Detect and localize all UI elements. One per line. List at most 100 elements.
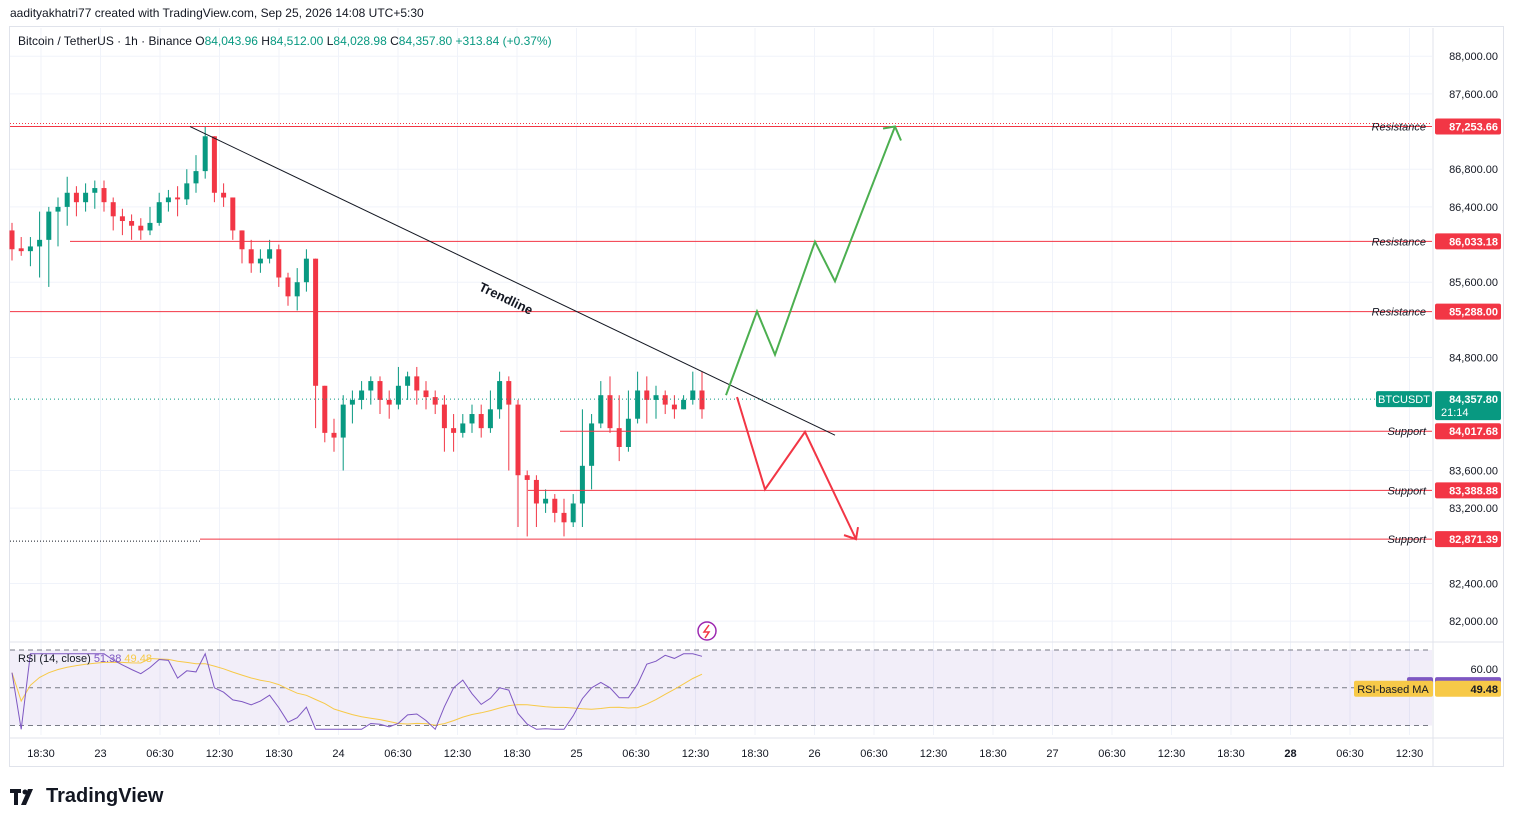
x-tick-label: 18:30 xyxy=(1217,748,1245,760)
candle-body[interactable] xyxy=(552,498,558,513)
candle-body[interactable] xyxy=(699,390,705,410)
candle-body[interactable] xyxy=(524,475,530,480)
candle-body[interactable] xyxy=(625,418,631,447)
candle-body[interactable] xyxy=(285,277,291,297)
candle-body[interactable] xyxy=(386,399,392,405)
bearish-scenario-path[interactable] xyxy=(736,396,857,540)
candle-body[interactable] xyxy=(156,202,162,223)
candle-body[interactable] xyxy=(598,395,604,424)
candle-body[interactable] xyxy=(543,498,549,504)
candle-body[interactable] xyxy=(221,192,227,198)
candle-body[interactable] xyxy=(377,381,383,400)
candle-body[interactable] xyxy=(211,136,217,193)
candle-body[interactable] xyxy=(478,414,484,429)
candle-body[interactable] xyxy=(487,409,493,429)
candle-body[interactable] xyxy=(294,282,300,297)
candle-body[interactable] xyxy=(276,249,282,278)
candle-body[interactable] xyxy=(497,381,503,410)
candle-body[interactable] xyxy=(64,192,70,207)
candle-body[interactable] xyxy=(681,399,687,410)
x-tick-label: 12:30 xyxy=(206,748,234,760)
candle-body[interactable] xyxy=(395,385,401,405)
y-tick-label: 83,600.00 xyxy=(1449,466,1498,478)
candle-body[interactable] xyxy=(73,192,79,203)
candle-body[interactable] xyxy=(18,248,24,252)
candle-body[interactable] xyxy=(129,221,135,226)
x-tick-label: 06:30 xyxy=(146,748,174,760)
level-price-tag xyxy=(1435,233,1501,250)
candle-body[interactable] xyxy=(451,428,457,433)
candle-body[interactable] xyxy=(303,258,309,283)
candle-body[interactable] xyxy=(533,479,539,504)
rsi-ma-line[interactable] xyxy=(11,657,703,726)
level-label: Resistance xyxy=(1372,122,1426,134)
candle-body[interactable] xyxy=(469,414,475,424)
candle-body[interactable] xyxy=(414,376,420,391)
candle-body[interactable] xyxy=(671,404,677,410)
candle-body[interactable] xyxy=(570,503,576,523)
candle-body[interactable] xyxy=(193,171,199,184)
candle-body[interactable] xyxy=(248,249,254,264)
candle-body[interactable] xyxy=(313,258,319,386)
level-label: Resistance xyxy=(1372,236,1426,248)
candle-body[interactable] xyxy=(690,390,696,400)
candle-body[interactable] xyxy=(184,183,190,200)
candle-body[interactable] xyxy=(239,230,245,250)
bullish-scenario-path[interactable] xyxy=(725,126,896,396)
candle-body[interactable] xyxy=(644,390,650,400)
candle-body[interactable] xyxy=(441,404,447,429)
tradingview-logo[interactable]: TradingView xyxy=(10,785,163,808)
candle-body[interactable] xyxy=(340,404,346,438)
candle-body[interactable] xyxy=(138,225,144,231)
candle-body[interactable] xyxy=(368,381,374,391)
candle-body[interactable] xyxy=(322,385,328,433)
candle-body[interactable] xyxy=(635,390,641,419)
candle-body[interactable] xyxy=(653,395,659,400)
candle-body[interactable] xyxy=(175,197,181,200)
candle-body[interactable] xyxy=(460,423,466,433)
candle-body[interactable] xyxy=(515,404,521,476)
candle-body[interactable] xyxy=(147,222,153,231)
rsi-ma-tag xyxy=(1354,680,1433,697)
candle-body[interactable] xyxy=(423,390,429,398)
symbol-title[interactable]: Bitcoin / TetherUS · 1h · Binance xyxy=(18,34,192,48)
candle-body[interactable] xyxy=(110,202,116,217)
event-flash-icon[interactable] xyxy=(697,621,717,641)
rsi-line[interactable] xyxy=(11,652,703,731)
candle-body[interactable] xyxy=(405,376,411,386)
candle-body[interactable] xyxy=(331,432,337,438)
rsi-title[interactable]: RSI (14, close) xyxy=(18,653,91,665)
candle-body[interactable] xyxy=(202,136,208,172)
candle-body[interactable] xyxy=(119,216,125,222)
candle-body[interactable] xyxy=(257,258,263,264)
candle-body[interactable] xyxy=(37,239,43,247)
y-tick-label: 88,000.00 xyxy=(1449,51,1498,63)
open-value: 84,043.96 xyxy=(204,34,258,48)
candle-body[interactable] xyxy=(46,211,52,240)
candle-body[interactable] xyxy=(607,395,613,429)
candle-body[interactable] xyxy=(101,188,107,203)
candle-body[interactable] xyxy=(83,192,89,203)
candle-body[interactable] xyxy=(349,399,355,405)
candle-body[interactable] xyxy=(561,512,567,523)
trendline[interactable] xyxy=(189,126,836,436)
candle-body[interactable] xyxy=(662,395,668,405)
level-label: Resistance xyxy=(1372,307,1426,319)
candle-body[interactable] xyxy=(616,428,622,447)
candle-body[interactable] xyxy=(506,381,512,405)
candle-body[interactable] xyxy=(9,230,15,250)
x-tick-label: 12:30 xyxy=(444,748,472,760)
candle-body[interactable] xyxy=(579,465,585,504)
candle-body[interactable] xyxy=(589,423,595,466)
y-tick-label: 82,000.00 xyxy=(1449,616,1498,628)
candle-body[interactable] xyxy=(55,206,61,212)
candle-body[interactable] xyxy=(359,390,365,400)
candle-body[interactable] xyxy=(432,397,438,405)
candle-body[interactable] xyxy=(165,197,171,203)
candle-body[interactable] xyxy=(267,249,273,259)
candle-body[interactable] xyxy=(27,246,33,252)
candle-body[interactable] xyxy=(92,188,98,193)
tradingview-wordmark: TradingView xyxy=(46,785,164,807)
candle-body[interactable] xyxy=(230,197,236,231)
